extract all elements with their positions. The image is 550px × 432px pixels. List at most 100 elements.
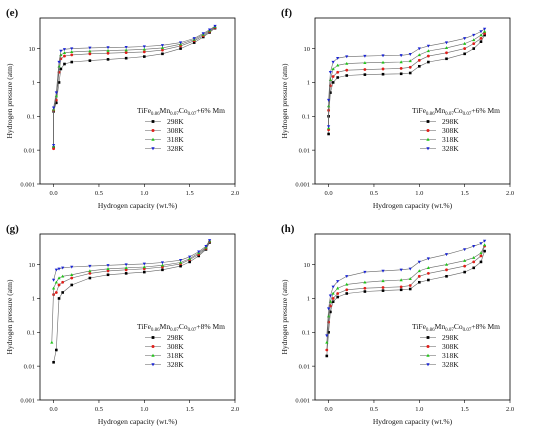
- data-point-328K: [336, 280, 340, 284]
- data-point-328K: [59, 49, 63, 53]
- legend-entry-298K: 298K: [167, 333, 184, 342]
- legend-title-part: Mn: [435, 322, 446, 331]
- series-line-318K: [51, 240, 210, 343]
- data-point-328K: [328, 71, 333, 74]
- data-point-308K: [463, 47, 467, 50]
- data-point-298K: [427, 278, 430, 282]
- data-point-298K: [88, 276, 92, 280]
- data-point-308K: [479, 36, 483, 40]
- data-point-298K: [472, 266, 476, 270]
- data-point-298K: [70, 283, 74, 287]
- data-point-308K: [363, 286, 367, 290]
- data-point-328K: [327, 98, 331, 102]
- data-point-298K: [106, 58, 110, 61]
- data-point-318K: [479, 33, 483, 37]
- data-point-328K: [399, 54, 403, 58]
- data-point-328K: [142, 45, 146, 49]
- data-point-328K: [444, 41, 449, 45]
- data-point-318K: [381, 279, 385, 283]
- legend-marker: [426, 353, 430, 357]
- data-point-328K: [417, 47, 421, 51]
- y-tick-label: 10: [29, 46, 36, 53]
- data-point-308K: [345, 288, 349, 292]
- x-tick-label: 1.5: [461, 406, 469, 413]
- legend-marker: [426, 120, 430, 123]
- data-point-298K: [463, 270, 466, 274]
- data-point-318K: [325, 340, 329, 344]
- data-point-318K: [479, 251, 483, 255]
- data-point-318K: [160, 46, 165, 50]
- data-point-318K: [336, 63, 340, 67]
- chart-panel-f: (f) 0.0 0.5 1.0 1.5 2.0 0.001 0.01 0.1 1 10 Hydroge…: [275, 0, 550, 216]
- data-point-298K: [427, 60, 430, 64]
- legend-entry-318K: 318K: [442, 351, 459, 360]
- x-tick-label: 1.0: [415, 406, 423, 413]
- data-point-298K: [188, 260, 191, 264]
- chart-svg-h: (h) 0.0 0.5 1.0 1.5 2.0 0.001 0.01 0.1 1 10 Hydroge…: [280, 223, 514, 426]
- y-tick-label: 0.001: [295, 181, 310, 188]
- data-point-308K: [52, 147, 56, 151]
- data-point-318K: [483, 29, 487, 33]
- data-point-318K: [408, 277, 412, 281]
- data-point-308K: [483, 32, 487, 35]
- data-point-328K: [52, 278, 56, 282]
- data-point-298K: [106, 273, 110, 277]
- data-point-298K: [408, 71, 412, 75]
- chart-panel-g: (g) 0.0 0.5 1.0 1.5 2.0 0.001 0.01 0.1 1 10 Hydroge…: [0, 216, 275, 432]
- y-tick-label: 10: [304, 262, 311, 269]
- legend-title-part: TiFe: [412, 322, 427, 331]
- data-point-318K: [88, 49, 92, 53]
- data-point-328K: [472, 33, 476, 37]
- panel-label: (g): [6, 223, 19, 235]
- data-point-298K: [161, 268, 164, 272]
- data-point-328K: [479, 242, 483, 246]
- data-point-298K: [399, 288, 403, 292]
- legend-title-part: Mn: [435, 106, 446, 115]
- data-point-308K: [363, 68, 367, 71]
- data-point-308K: [445, 51, 448, 55]
- data-point-328K: [70, 47, 74, 51]
- series-line-308K: [53, 241, 210, 295]
- data-point-328K: [88, 46, 92, 50]
- series-line-308K: [53, 27, 216, 149]
- x-tick-label: 2.0: [231, 190, 239, 197]
- data-point-328K: [327, 307, 331, 311]
- data-point-308K: [63, 54, 66, 58]
- data-point-318K: [106, 48, 110, 52]
- y-tick-label: 10: [304, 46, 311, 53]
- legend-title-part: 0.07: [170, 328, 179, 333]
- data-point-328K: [160, 261, 165, 265]
- data-point-328K: [325, 334, 329, 338]
- y-tick-label: 0.01: [24, 147, 35, 154]
- legend-entry-328K: 328K: [167, 360, 184, 369]
- data-point-308K: [426, 54, 430, 58]
- y-tick-label: 0.1: [302, 114, 310, 121]
- data-point-298K: [336, 295, 339, 299]
- data-point-298K: [325, 354, 329, 358]
- legend-title-part: 0.86: [426, 328, 435, 333]
- data-point-328K: [160, 44, 165, 47]
- legend-title-part: 0.86: [151, 328, 160, 333]
- data-point-298K: [363, 73, 367, 76]
- data-point-318K: [328, 78, 333, 81]
- legend-title-part: 0.07: [463, 112, 472, 117]
- x-tick-label: 0.5: [95, 190, 103, 197]
- data-point-328K: [188, 255, 192, 259]
- data-point-298K: [59, 67, 63, 71]
- data-point-298K: [479, 40, 483, 43]
- legend-marker: [151, 336, 155, 339]
- legend-entry-318K: 318K: [167, 351, 184, 360]
- data-point-308K: [399, 66, 403, 70]
- data-point-318K: [363, 280, 367, 284]
- chart-svg-g: (g) 0.0 0.5 1.0 1.5 2.0 0.001 0.01 0.1 1 10 Hydroge…: [5, 223, 239, 426]
- data-point-318K: [88, 269, 92, 273]
- data-point-298K: [88, 59, 92, 62]
- panel-label: (f): [281, 7, 292, 19]
- legend-title-part: Co: [179, 322, 188, 331]
- series-line-298K: [53, 27, 216, 148]
- data-point-298K: [479, 260, 483, 264]
- data-point-318K: [61, 274, 65, 278]
- x-axis-label: Hydrogen capacity (wt.%): [373, 201, 453, 210]
- data-point-318K: [417, 53, 421, 57]
- data-point-308K: [472, 42, 476, 46]
